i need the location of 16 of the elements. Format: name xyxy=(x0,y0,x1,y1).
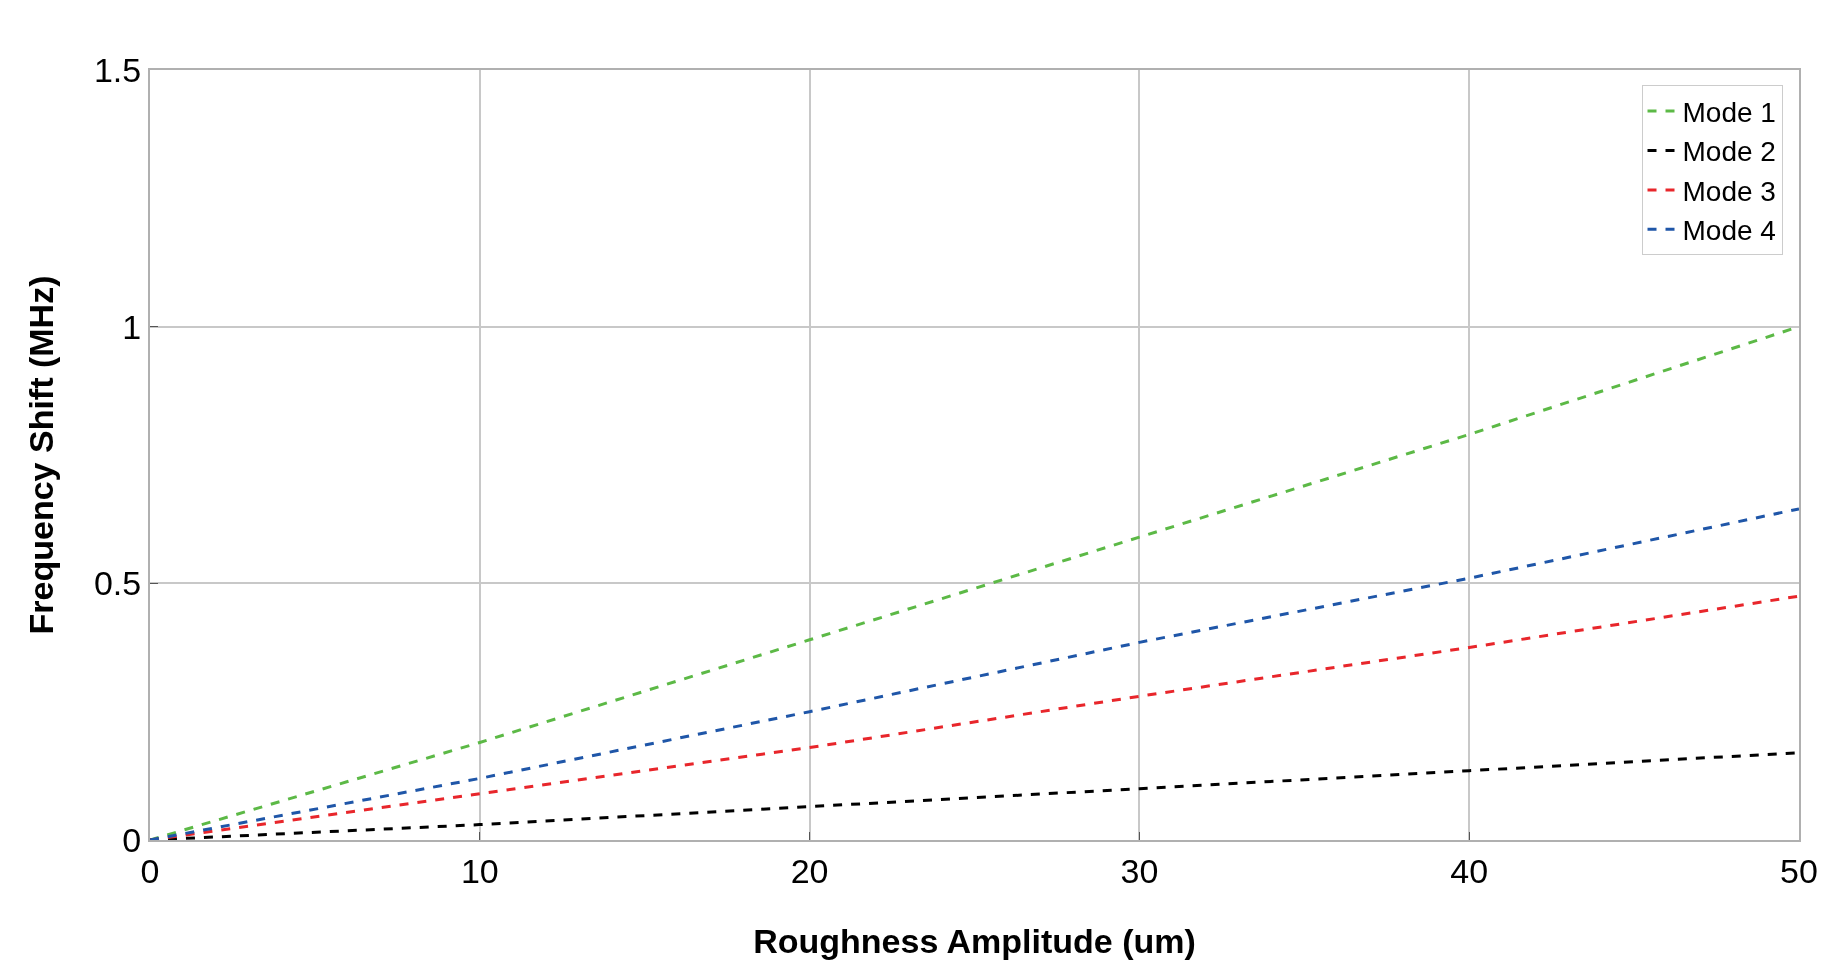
x-tick-label: 30 xyxy=(1120,851,1159,890)
legend-label: Mode 4 xyxy=(1682,215,1776,247)
y-tick-label: 1.5 xyxy=(93,50,142,89)
legend-label: Mode 3 xyxy=(1682,175,1776,207)
x-tick-label: 20 xyxy=(790,851,829,890)
x-tick-label: 40 xyxy=(1450,851,1489,890)
y-axis-title: Frequency Shift (MHz) xyxy=(22,275,61,635)
x-tick-label: 10 xyxy=(460,851,499,890)
legend-label: Mode 2 xyxy=(1682,136,1776,168)
y-tick-label: 1 xyxy=(122,307,142,346)
y-tick-label: 0 xyxy=(122,820,142,859)
line-series xyxy=(150,507,1799,840)
y-tick-label: 0.5 xyxy=(93,564,142,603)
x-axis-title: Roughness Amplitude (um) xyxy=(753,921,1196,960)
x-tick-label: 50 xyxy=(1780,851,1818,890)
legend-label: Mode 1 xyxy=(1682,97,1776,129)
